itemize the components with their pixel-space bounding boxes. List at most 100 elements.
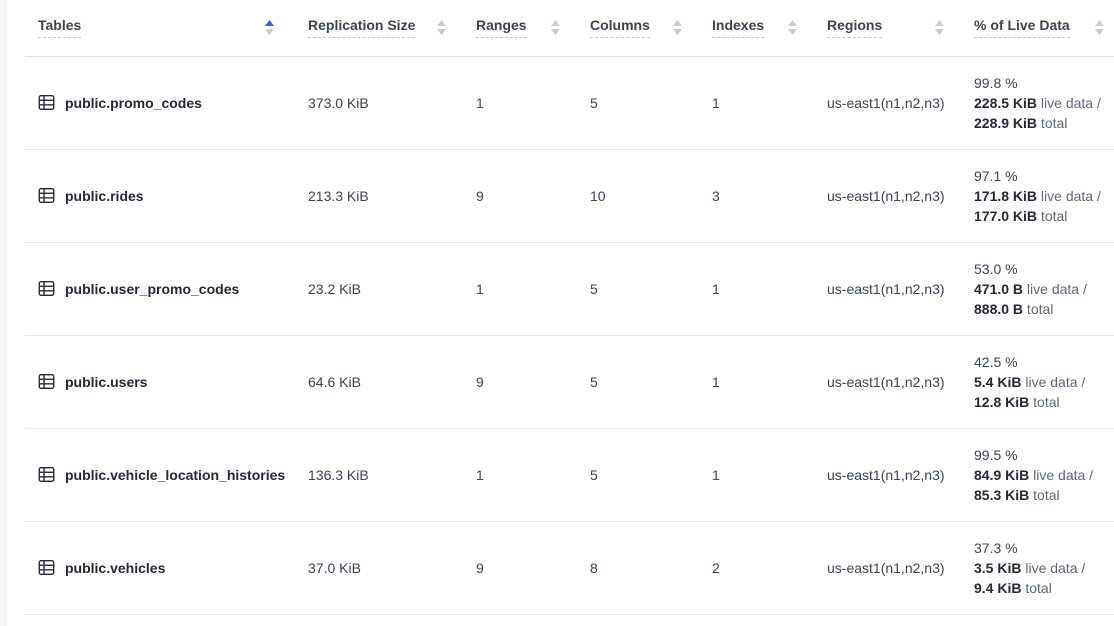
- table-name-link[interactable]: public.user_promo_codes: [65, 280, 240, 297]
- tables-list-panel: Tables Replication Size: [7, 0, 1114, 626]
- table-cell-columns: 5: [570, 242, 692, 336]
- sort-icon[interactable]: [1095, 20, 1104, 36]
- table-row[interactable]: public.rides 213.3 KiB 9 10 3 us-east1(n…: [25, 149, 1114, 243]
- live-data-line: 3.5 KiB live data /: [974, 559, 1086, 576]
- live-percent: 42.5 %: [974, 353, 1018, 370]
- column-header-label[interactable]: Ranges: [476, 17, 527, 39]
- table-cell-live-data: 53.0 % 471.0 B live data / 888.0 B total: [954, 242, 1114, 336]
- table-cell-regions: us-east1(n1,n2,n3): [807, 56, 954, 150]
- table-cell-columns: 5: [570, 428, 692, 522]
- live-percent: 53.0 %: [974, 260, 1018, 277]
- table-cell-indexes: 3: [692, 149, 807, 243]
- column-header-live-data[interactable]: % of Live Data: [954, 0, 1114, 57]
- sort-icon[interactable]: [935, 20, 944, 36]
- table-cell-name: public.rides: [25, 149, 288, 243]
- table-cell-columns: 5: [570, 56, 692, 150]
- live-percent: 37.3 %: [974, 539, 1018, 556]
- live-percent: 99.8 %: [974, 74, 1018, 91]
- table-cell-live-data: 99.8 % 228.5 KiB live data / 228.9 KiB t…: [954, 56, 1114, 150]
- table-cell-live-data: 37.3 % 3.5 KiB live data / 9.4 KiB total: [954, 521, 1114, 615]
- table-row[interactable]: public.user_promo_codes 23.2 KiB 1 5 1 u…: [25, 242, 1114, 336]
- column-header-label[interactable]: Tables: [38, 17, 82, 39]
- live-percent: 97.1 %: [974, 167, 1018, 184]
- table-row[interactable]: public.users 64.6 KiB 9 5 1 us-east1(n1,…: [25, 335, 1114, 429]
- live-data-line: 228.5 KiB live data /: [974, 94, 1101, 111]
- table-name-link[interactable]: public.users: [65, 373, 148, 390]
- total-data-line: 228.9 KiB total: [974, 114, 1068, 131]
- live-data-line: 5.4 KiB live data /: [974, 373, 1086, 390]
- table-cell-indexes: 1: [692, 335, 807, 429]
- table-name-link[interactable]: public.promo_codes: [65, 94, 202, 111]
- total-data-line: 12.8 KiB total: [974, 393, 1060, 410]
- table-cell-name: public.vehicles: [25, 521, 288, 615]
- table-cell-columns: 10: [570, 149, 692, 243]
- live-data-line: 84.9 KiB live data /: [974, 466, 1094, 483]
- table-cell-replication-size: 37.0 KiB: [288, 521, 456, 615]
- table-cell-replication-size: 136.3 KiB: [288, 428, 456, 522]
- table-row[interactable]: public.promo_codes 373.0 KiB 1 5 1 us-ea…: [25, 56, 1114, 150]
- table-icon: [38, 559, 55, 576]
- table-cell-regions: us-east1(n1,n2,n3): [807, 335, 954, 429]
- table-cell-regions: us-east1(n1,n2,n3): [807, 149, 954, 243]
- column-header-label[interactable]: Indexes: [712, 17, 765, 39]
- total-data-line: 888.0 B total: [974, 300, 1054, 317]
- database-tables-table: Tables Replication Size: [25, 0, 1114, 615]
- table-cell-live-data: 99.5 % 84.9 KiB live data / 85.3 KiB tot…: [954, 428, 1114, 522]
- table-name-link[interactable]: public.vehicles: [65, 559, 166, 576]
- sort-icon[interactable]: [551, 20, 560, 36]
- table-cell-ranges: 1: [456, 242, 570, 336]
- table-cell-ranges: 9: [456, 149, 570, 243]
- table-cell-name: public.promo_codes: [25, 56, 288, 150]
- table-name-link[interactable]: public.rides: [65, 187, 144, 204]
- table-row[interactable]: public.vehicles 37.0 KiB 9 8 2 us-east1(…: [25, 521, 1114, 615]
- sort-icon[interactable]: [265, 20, 274, 36]
- table-cell-live-data: 42.5 % 5.4 KiB live data / 12.8 KiB tota…: [954, 335, 1114, 429]
- column-header-label[interactable]: Columns: [590, 17, 650, 39]
- table-cell-columns: 5: [570, 335, 692, 429]
- column-header-label[interactable]: % of Live Data: [974, 17, 1070, 39]
- sort-icon[interactable]: [437, 20, 446, 36]
- table-cell-indexes: 1: [692, 56, 807, 150]
- table-cell-ranges: 1: [456, 56, 570, 150]
- table-icon: [38, 187, 55, 204]
- table-cell-regions: us-east1(n1,n2,n3): [807, 242, 954, 336]
- total-data-line: 9.4 KiB total: [974, 579, 1052, 596]
- table-cell-replication-size: 23.2 KiB: [288, 242, 456, 336]
- table-header-row: Tables Replication Size: [25, 0, 1114, 57]
- table-cell-replication-size: 213.3 KiB: [288, 149, 456, 243]
- table-cell-ranges: 1: [456, 428, 570, 522]
- column-header-label[interactable]: Regions: [827, 17, 883, 39]
- table-cell-replication-size: 373.0 KiB: [288, 56, 456, 150]
- table-cell-name: public.users: [25, 335, 288, 429]
- column-header-ranges[interactable]: Ranges: [456, 0, 570, 57]
- column-header-indexes[interactable]: Indexes: [692, 0, 807, 57]
- table-cell-name: public.user_promo_codes: [25, 242, 288, 336]
- column-header-replication-size[interactable]: Replication Size: [288, 0, 456, 57]
- table-icon: [38, 94, 55, 111]
- page-background-strip: [0, 0, 7, 626]
- column-header-regions[interactable]: Regions: [807, 0, 954, 57]
- table-name-link[interactable]: public.vehicle_location_histories: [65, 466, 286, 483]
- sort-icon[interactable]: [788, 20, 797, 36]
- table-cell-indexes: 1: [692, 428, 807, 522]
- table-cell-indexes: 1: [692, 242, 807, 336]
- table-cell-ranges: 9: [456, 335, 570, 429]
- table-cell-replication-size: 64.6 KiB: [288, 335, 456, 429]
- table-icon: [38, 373, 55, 390]
- live-data-line: 171.8 KiB live data /: [974, 187, 1101, 204]
- table-cell-name: public.vehicle_location_histories: [25, 428, 288, 522]
- total-data-line: 85.3 KiB total: [974, 486, 1060, 503]
- sort-icon[interactable]: [673, 20, 682, 36]
- table-icon: [38, 280, 55, 297]
- table-cell-columns: 8: [570, 521, 692, 615]
- table-row[interactable]: public.vehicle_location_histories 136.3 …: [25, 428, 1114, 522]
- column-header-tables[interactable]: Tables: [25, 0, 288, 57]
- table-cell-regions: us-east1(n1,n2,n3): [807, 428, 954, 522]
- column-header-label[interactable]: Replication Size: [308, 17, 416, 39]
- table-cell-live-data: 97.1 % 171.8 KiB live data / 177.0 KiB t…: [954, 149, 1114, 243]
- column-header-columns[interactable]: Columns: [570, 0, 692, 57]
- total-data-line: 177.0 KiB total: [974, 207, 1068, 224]
- table-cell-regions: us-east1(n1,n2,n3): [807, 521, 954, 615]
- table-icon: [38, 466, 55, 483]
- table-cell-ranges: 9: [456, 521, 570, 615]
